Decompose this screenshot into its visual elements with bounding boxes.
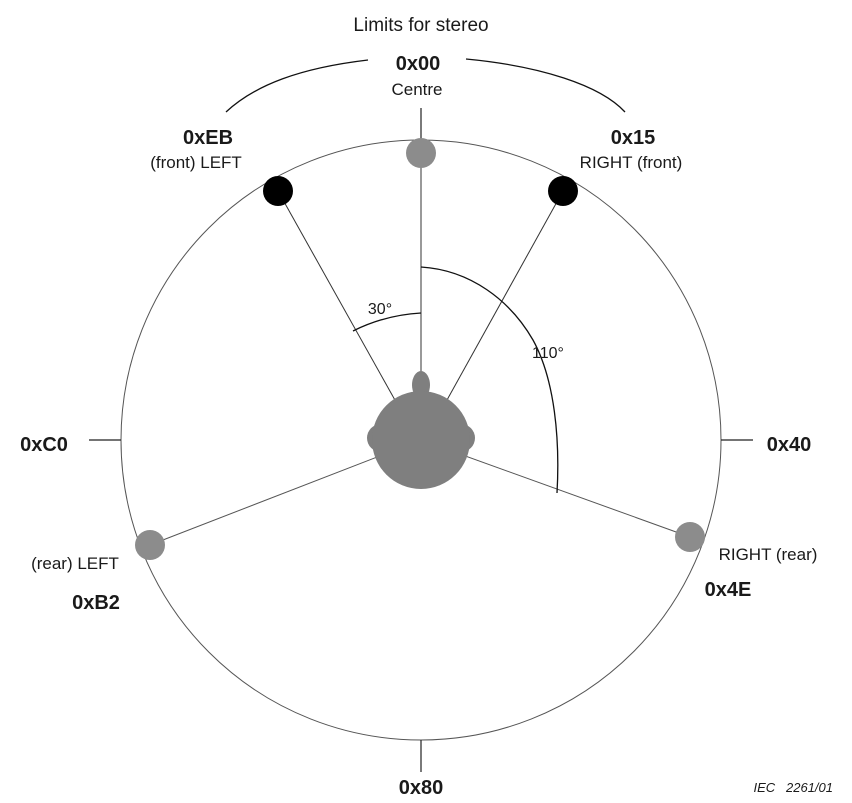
angle-arc-110 bbox=[420, 266, 559, 494]
label-centre: Centre bbox=[391, 80, 442, 99]
label-front-right: RIGHT (front) bbox=[580, 153, 683, 172]
stereo-limit-arc-right bbox=[465, 58, 626, 113]
angle-label-110: 110° bbox=[532, 345, 564, 362]
code-front-right: 0x15 bbox=[611, 127, 656, 149]
listener-face bbox=[372, 391, 470, 489]
code-rear-left: 0xB2 bbox=[72, 592, 120, 614]
code-rear-right: 0x4E bbox=[705, 579, 752, 601]
label-rear-left: (rear) LEFT bbox=[31, 554, 119, 573]
speaker-rear-right bbox=[675, 522, 705, 552]
figure-id: IEC 2261/01 bbox=[754, 780, 834, 795]
angle-arc-30 bbox=[352, 312, 422, 332]
line-front-right bbox=[436, 190, 564, 419]
speaker-centre bbox=[406, 138, 436, 168]
angle-label-30: 30° bbox=[368, 301, 392, 318]
stereo-limit-arc-left bbox=[225, 59, 369, 113]
label-rear-right: RIGHT (rear) bbox=[719, 545, 818, 564]
code-right: 0x40 bbox=[767, 434, 812, 456]
label-front-left: (front) LEFT bbox=[150, 153, 242, 172]
line-front-left bbox=[277, 190, 406, 419]
code-left: 0xC0 bbox=[20, 434, 68, 456]
listener-head bbox=[367, 371, 475, 489]
speaker-front-left bbox=[263, 176, 293, 206]
code-centre: 0x00 bbox=[396, 53, 441, 75]
speaker-front-right bbox=[548, 176, 578, 206]
diagram-title: Limits for stereo bbox=[353, 15, 488, 36]
speaker-rear-left bbox=[135, 530, 165, 560]
code-front-left: 0xEB bbox=[183, 127, 233, 149]
code-back: 0x80 bbox=[399, 777, 444, 799]
